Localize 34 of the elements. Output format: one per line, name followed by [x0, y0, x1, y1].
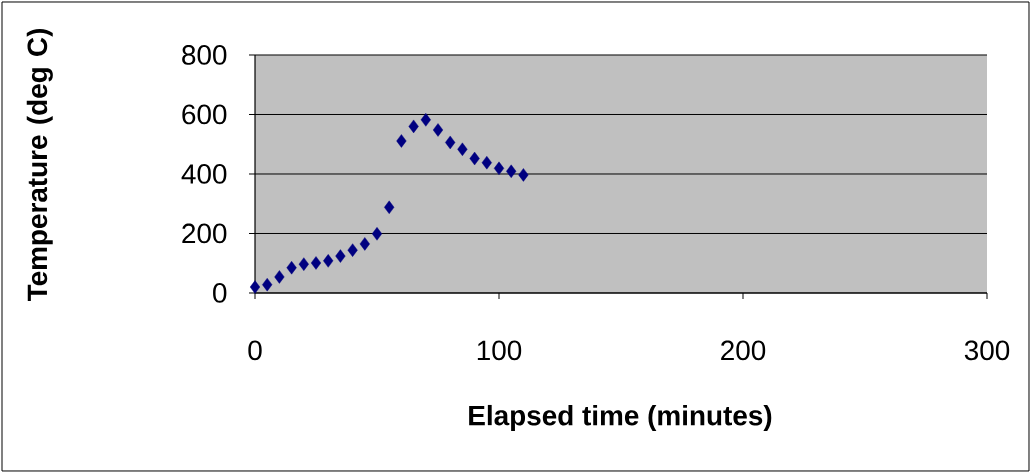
x-axis-title: Elapsed time (minutes)	[469, 404, 772, 431]
point	[445, 135, 456, 150]
x-tick-label: 0	[248, 340, 262, 361]
point	[249, 280, 261, 294]
point	[408, 119, 419, 134]
y-tick-label: 200	[182, 223, 227, 244]
point	[506, 164, 517, 179]
point	[347, 243, 358, 257]
point	[335, 249, 346, 263]
point	[286, 261, 297, 275]
point	[457, 142, 468, 156]
x-tick-label: 100	[477, 340, 522, 361]
point	[359, 237, 370, 251]
x-tick-label: 200	[721, 340, 766, 361]
point	[384, 200, 395, 215]
y-tick-label: 400	[181, 164, 227, 184]
y-tick-label: 600	[182, 104, 227, 125]
point	[298, 257, 309, 271]
point	[469, 151, 480, 166]
y-axis-title: Temperature (deg C)	[26, 28, 53, 302]
point	[323, 254, 334, 268]
y-tick-label: 800	[182, 45, 227, 65]
point	[310, 256, 322, 270]
point	[371, 227, 383, 241]
point	[518, 168, 529, 182]
point	[493, 161, 505, 176]
y-tick-label: 0	[213, 283, 227, 303]
point	[396, 134, 407, 148]
point	[432, 123, 444, 137]
point	[274, 270, 285, 284]
point	[262, 277, 273, 292]
point	[420, 113, 431, 127]
point	[481, 155, 492, 170]
x-tick-label: 300	[964, 340, 1010, 361]
